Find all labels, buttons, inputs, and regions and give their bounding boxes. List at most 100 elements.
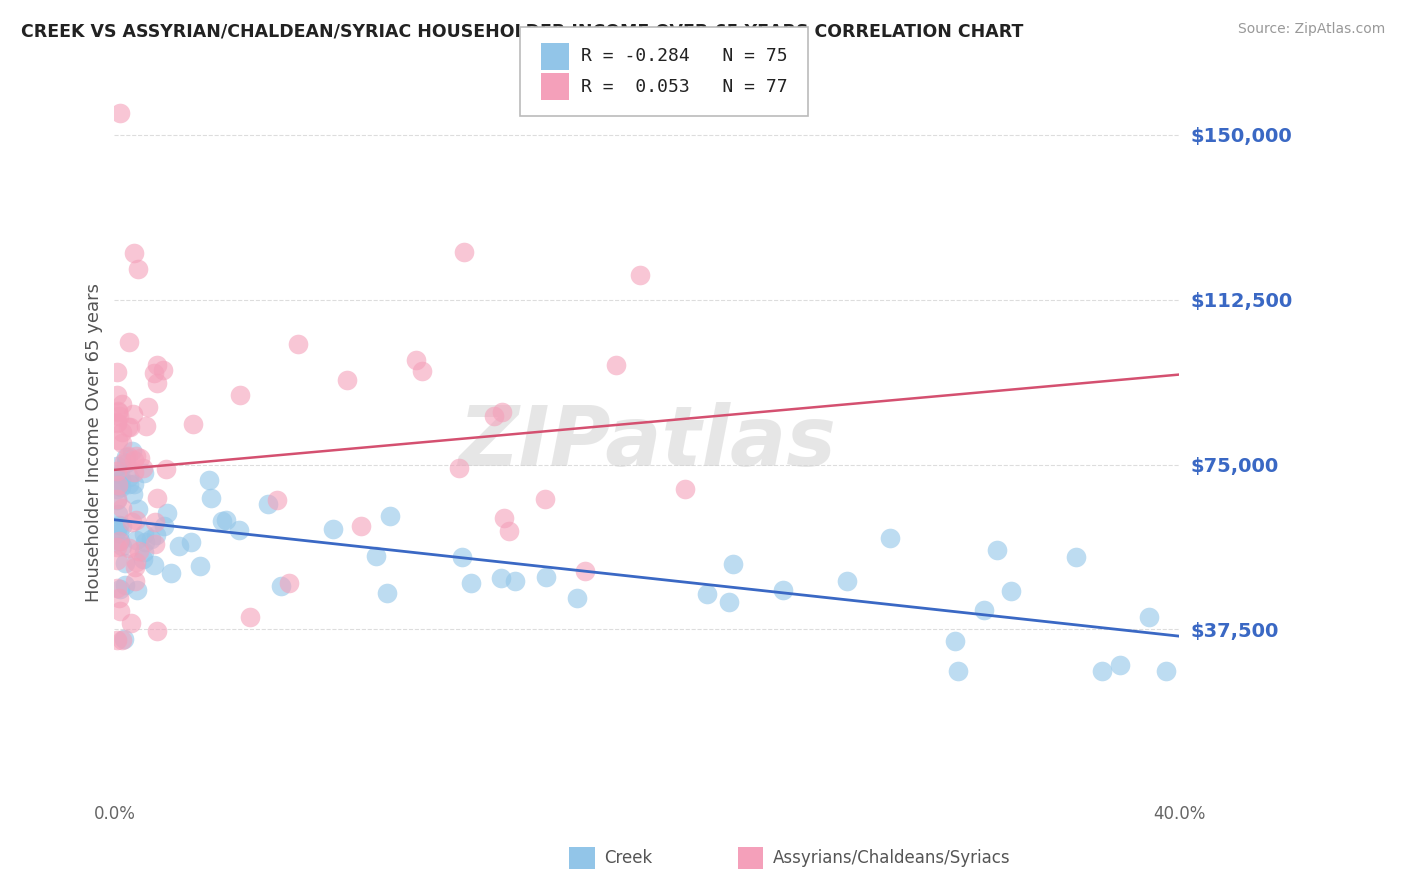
Point [215,513,238,527]
Point [122,477,145,491]
Point [131,461,153,475]
Point [111,397,134,411]
Point [111,633,134,648]
Point [108,533,131,548]
Point [946,665,969,679]
Text: R =  0.053   N = 77: R = 0.053 N = 77 [581,78,787,95]
Point [105,540,128,554]
Point [160,566,183,581]
Point [491,404,513,418]
Point [105,483,128,497]
Point [105,523,128,537]
Point [122,245,145,260]
Point [503,574,526,589]
Point [110,480,132,494]
Point [105,388,128,402]
Point [155,462,177,476]
Point [111,435,134,450]
Text: Assyrians/Chaldeans/Syriacs: Assyrians/Chaldeans/Syriacs [773,849,1011,867]
Point [835,574,858,588]
Point [973,603,995,617]
Text: R = -0.284   N = 75: R = -0.284 N = 75 [581,47,787,65]
Point [132,466,155,480]
Point [132,552,155,566]
Point [146,491,169,505]
Point [134,535,156,549]
Point [152,363,174,377]
Point [256,496,278,510]
Point [118,470,141,484]
Point [117,420,139,434]
Point [132,545,155,559]
Point [183,417,205,432]
Point [110,425,132,439]
Point [112,632,135,647]
Point [127,502,149,516]
Point [121,444,143,458]
Point [167,539,190,553]
Point [110,534,132,549]
Point [378,508,401,523]
Point [142,558,165,573]
Point [143,537,166,551]
Point [673,483,696,497]
Point [114,578,136,592]
Point [108,517,131,532]
Point [122,453,145,467]
Point [105,458,128,473]
Point [228,523,250,537]
Point [180,535,202,549]
Point [141,532,163,546]
Point [143,516,166,530]
Point [366,549,388,563]
Text: ZIPatlas: ZIPatlas [458,402,835,483]
Point [118,541,141,555]
Point [120,616,142,631]
Point [534,570,557,584]
Point [943,633,966,648]
Point [156,506,179,520]
Point [111,519,134,533]
Point [146,624,169,639]
Point [229,388,252,402]
Point [278,576,301,591]
Point [111,500,134,515]
Point [482,409,505,423]
Point [200,491,222,506]
Point [574,565,596,579]
Point [266,493,288,508]
Point [105,633,128,648]
Point [498,524,520,538]
Point [107,405,129,419]
Point [152,519,174,533]
Point [350,519,373,533]
Point [117,449,139,463]
Point [110,473,132,487]
Text: CREEK VS ASSYRIAN/CHALDEAN/SYRIAC HOUSEHOLDER INCOME OVER 65 YEARS CORRELATION C: CREEK VS ASSYRIAN/CHALDEAN/SYRIAC HOUSEH… [21,22,1024,40]
Point [142,367,165,381]
Point [112,455,135,469]
Point [695,587,717,601]
Point [105,492,128,507]
Point [118,477,141,491]
Point [1064,550,1087,565]
Point [879,532,901,546]
Point [108,604,131,618]
Point [447,461,470,475]
Point [287,337,309,351]
Point [125,533,148,548]
Point [1108,657,1130,672]
Point [108,467,131,481]
Point [108,105,131,120]
Point [107,404,129,418]
Point [127,582,149,597]
Point [134,527,156,541]
Point [605,358,627,372]
Point [118,335,141,350]
Point [108,582,131,596]
Point [772,583,794,598]
Y-axis label: Householder Income Over 65 years: Householder Income Over 65 years [86,283,103,602]
Point [129,451,152,466]
Point [460,576,482,591]
Point [565,591,588,605]
